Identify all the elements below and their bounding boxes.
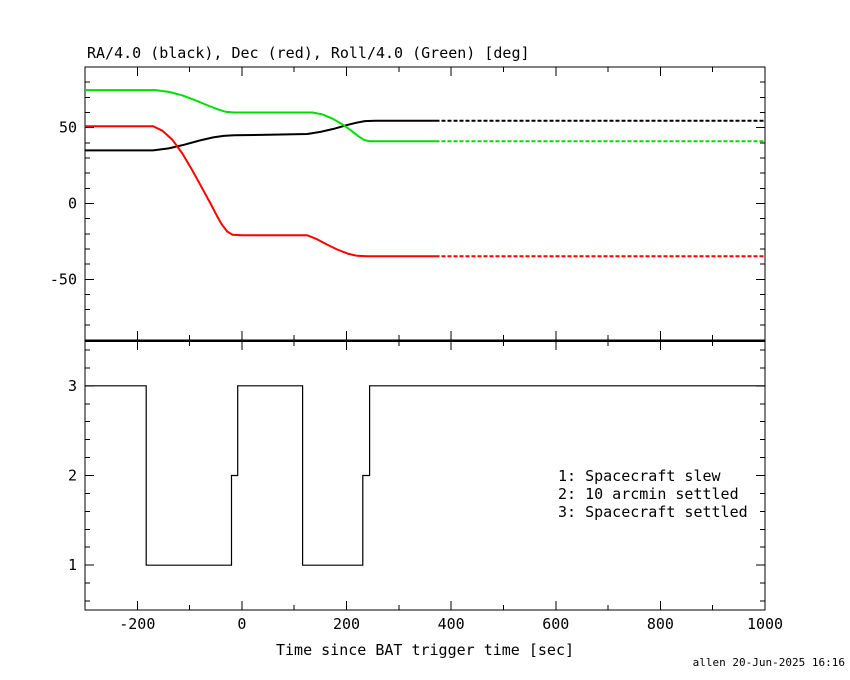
x-tick-label: 400 bbox=[438, 615, 465, 633]
x-axis-title: Time since BAT trigger time [sec] bbox=[276, 641, 574, 659]
curves-layer bbox=[85, 89, 765, 566]
x-tick-label: 200 bbox=[333, 615, 360, 633]
y-tick-label: 0 bbox=[68, 195, 77, 213]
x-tick-label: 1000 bbox=[747, 615, 783, 633]
x-tick-label: -200 bbox=[119, 615, 155, 633]
legend-line-settled: 3: Spacecraft settled bbox=[558, 503, 748, 521]
y-tick-label: -50 bbox=[50, 270, 77, 288]
series-RA/4.0 bbox=[85, 119, 436, 152]
y-tick-label: 3 bbox=[68, 377, 77, 395]
axes-layer: 50 0 -50 3 2 1 -200 0 200 400 600 800 1000 bbox=[50, 66, 783, 633]
series-Dec bbox=[85, 125, 436, 258]
chart-title: RA/4.0 (black), Dec (red), Roll/4.0 (Gre… bbox=[87, 44, 530, 62]
legend-line-10arcmin: 2: 10 arcmin settled bbox=[558, 485, 739, 503]
x-tick-label: 800 bbox=[647, 615, 674, 633]
y-tick-label: 1 bbox=[68, 556, 77, 574]
footer-stamp: allen 20-Jun-2025 16:16 bbox=[693, 656, 845, 669]
series-settling-status-step bbox=[85, 385, 765, 566]
panel-frame-0 bbox=[84, 66, 766, 341]
legend-line-slew: 1: Spacecraft slew bbox=[558, 467, 722, 485]
x-tick-label: 600 bbox=[542, 615, 569, 633]
y-tick-label: 50 bbox=[59, 119, 77, 137]
x-tick-label: 0 bbox=[237, 615, 246, 633]
y-tick-label: 2 bbox=[68, 467, 77, 485]
series-Roll/4.0 bbox=[85, 89, 436, 143]
status-legend: 1: Spacecraft slew 2: 10 arcmin settled … bbox=[558, 467, 748, 521]
